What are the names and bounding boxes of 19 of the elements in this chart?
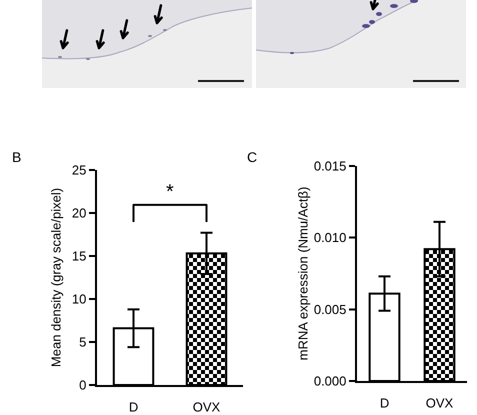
y-axis-title: mRNA expression (Nmu/Actβ) <box>295 186 310 360</box>
x-tick-label: OVX <box>192 400 221 415</box>
y-tick-label: 25 <box>72 162 86 178</box>
y-tick-label: 20 <box>72 206 86 221</box>
x-tick-label: D <box>380 396 390 411</box>
y-axis-title: Mean density (gray scale/pixel) <box>48 188 64 368</box>
y-tick-label: 0.015 <box>314 158 346 174</box>
y-tick-label: 0.005 <box>314 302 346 317</box>
chart-title: B <box>12 148 22 165</box>
x-tick-label: D <box>128 400 138 415</box>
y-tick-label: 0.010 <box>314 230 346 246</box>
x-tick-label: OVX <box>426 396 454 411</box>
y-tick-label: 10 <box>72 292 86 307</box>
chart-title: C <box>247 148 258 165</box>
y-tick-label: 5 <box>79 334 86 350</box>
y-tick-label: 15 <box>72 248 86 264</box>
y-tick-label: 0 <box>79 378 86 393</box>
y-tick-label: 0.000 <box>314 374 346 389</box>
annotation: * <box>166 181 174 203</box>
